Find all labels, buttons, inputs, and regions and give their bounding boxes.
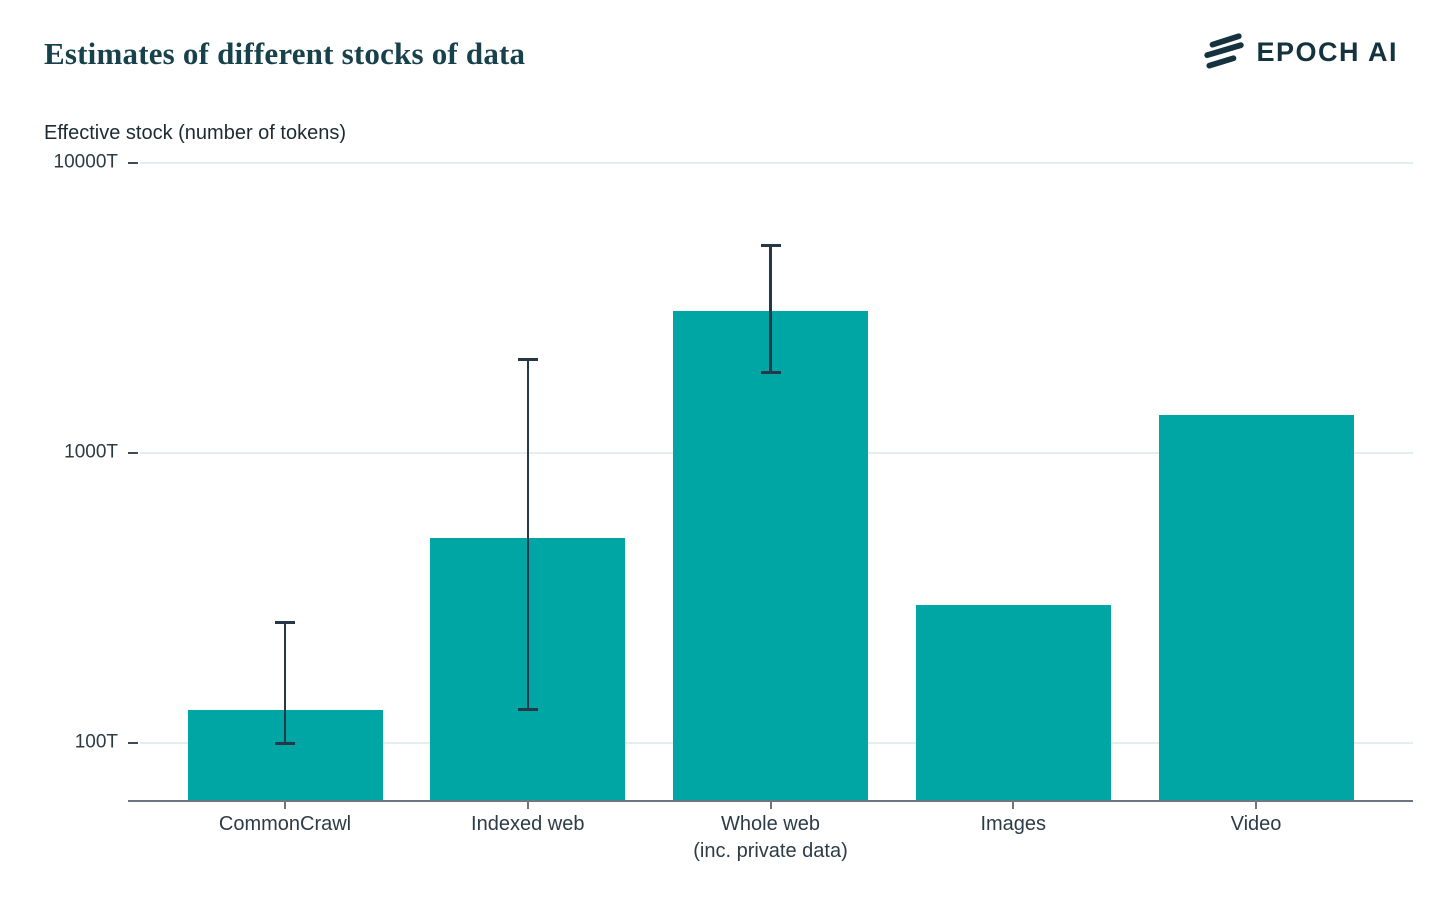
y-axis-title: Effective stock (number of tokens): [44, 122, 346, 144]
bar-images[interactable]: [915, 604, 1111, 801]
bar-whole-web[interactable]: [673, 310, 868, 801]
error-bar-cap-bottom-whole-web: [760, 370, 781, 374]
x-tick-mark-images: [1012, 802, 1015, 809]
y-tick-mark-100T: [128, 742, 138, 744]
x-tick-mark-indexed-web: [526, 802, 529, 809]
y-tick-label-10000T: 10000T: [53, 151, 118, 173]
error-bar-line-indexed-web: [526, 359, 529, 710]
epoch-ai-logo: EPOCH AI: [1202, 30, 1398, 74]
x-axis-label-video: Video: [1230, 813, 1282, 835]
x-axis-label-indexed-web: Indexed web: [471, 813, 585, 835]
epoch-logo-icon: [1204, 33, 1245, 69]
page-title: Estimates of different stocks of data: [44, 36, 526, 71]
epoch-logo-text: EPOCH AI: [1256, 36, 1398, 67]
x-tick-mark-video: [1255, 802, 1257, 809]
x-axis-line: [128, 799, 1413, 802]
error-bar-cap-bottom-indexed-web: [517, 708, 538, 712]
y-tick-mark-10000T: [128, 162, 138, 164]
y-tick-label-100T: 100T: [74, 731, 118, 753]
error-bar-line-whole-web: [769, 245, 772, 373]
error-bar-line-commoncrawl: [283, 622, 287, 743]
bar-video[interactable]: [1158, 415, 1354, 801]
x-axis-label-commoncrawl: CommonCrawl: [218, 813, 352, 835]
gridline-10000T: [140, 162, 1413, 164]
error-bar-cap-bottom-commoncrawl: [275, 741, 295, 745]
error-bar-cap-top-indexed-web: [517, 358, 538, 362]
x-tick-mark-whole-web: [769, 802, 772, 809]
y-tick-mark-1000T: [128, 452, 138, 454]
x-tick-mark-commoncrawl: [284, 802, 286, 809]
x-axis-label-images: Images: [980, 813, 1047, 835]
error-bar-cap-top-commoncrawl: [275, 621, 295, 625]
x-axis-label-whole-web: Whole web (inc. private data): [693, 813, 848, 862]
error-bar-cap-top-whole-web: [760, 243, 781, 247]
y-tick-label-1000T: 1000T: [64, 441, 118, 463]
